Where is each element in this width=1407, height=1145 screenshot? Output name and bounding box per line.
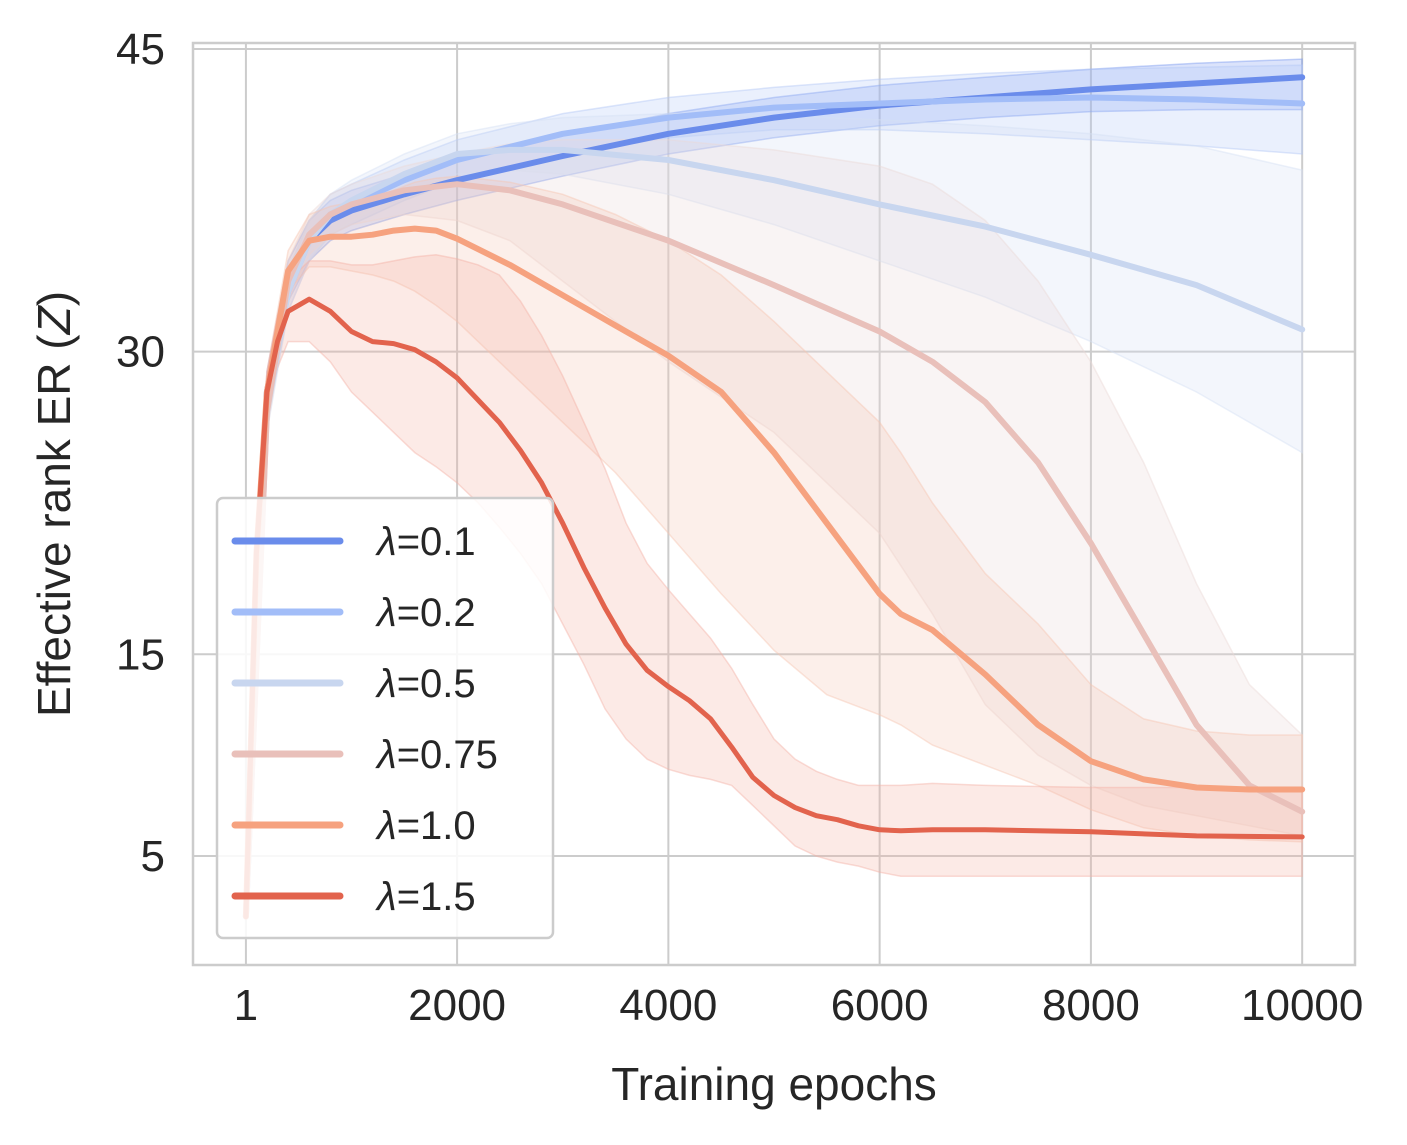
legend-value: =1.5 bbox=[397, 875, 476, 919]
y-axis-title-suffix: ) bbox=[28, 291, 80, 306]
line-series-3 bbox=[242, 181, 1306, 920]
legend-value: =1.0 bbox=[397, 804, 476, 848]
x-tick-label: 6000 bbox=[831, 981, 929, 1030]
x-tick-label: 4000 bbox=[619, 981, 717, 1030]
y-tick-label: 5 bbox=[141, 832, 165, 881]
x-tick-label: 1 bbox=[234, 981, 258, 1030]
legend-lambda-symbol: λ bbox=[375, 591, 397, 635]
y-axis-title-prefix: Effective rank ER ( bbox=[28, 334, 80, 717]
x-tick-label: 10000 bbox=[1241, 981, 1363, 1030]
legend-value: =0.5 bbox=[397, 662, 476, 706]
legend-lambda-symbol: λ bbox=[375, 804, 397, 848]
legend-label: λ=1.5 bbox=[375, 875, 476, 919]
y-tick-label: 15 bbox=[116, 630, 165, 679]
band-series-1 bbox=[245, 64, 1303, 917]
x-tick-label: 2000 bbox=[408, 981, 506, 1030]
legend-label: λ=0.1 bbox=[375, 520, 476, 564]
band-series-2 bbox=[245, 112, 1303, 917]
legend-label: λ=0.75 bbox=[375, 733, 498, 777]
legend: λ=0.1λ=0.2λ=0.5λ=0.75λ=1.0λ=1.5 bbox=[215, 496, 555, 940]
y-tick-label: 30 bbox=[116, 328, 165, 377]
legend-value: =0.75 bbox=[397, 733, 498, 777]
y-axis-title-variable: Z bbox=[28, 304, 80, 335]
line-series-4 bbox=[242, 225, 1306, 920]
tick-labels: 1 2000 4000 6000 8000 10000 5 15 30 45 bbox=[116, 25, 1363, 1030]
band-series-5 bbox=[245, 254, 1303, 917]
legend-lambda-symbol: λ bbox=[375, 733, 397, 777]
legend-lambda-symbol: λ bbox=[375, 520, 397, 564]
legend-lambda-symbol: λ bbox=[375, 662, 397, 706]
legend-label: λ=0.2 bbox=[375, 591, 476, 635]
legend-value: =0.2 bbox=[397, 591, 476, 635]
band-series-0 bbox=[245, 58, 1303, 917]
legend-label: λ=0.5 bbox=[375, 662, 476, 706]
y-tick-label: 45 bbox=[116, 25, 165, 74]
x-tick-label: 8000 bbox=[1042, 981, 1140, 1030]
line-series-2 bbox=[242, 146, 1306, 920]
legend-box bbox=[215, 496, 555, 940]
y-axis-title: Effective rank ER (Z) bbox=[28, 291, 80, 717]
legend-value: =0.1 bbox=[397, 520, 476, 564]
line-series-5 bbox=[243, 296, 1305, 920]
x-axis-title: Training epochs bbox=[611, 1058, 937, 1110]
plot-frame bbox=[191, 41, 1357, 967]
legend-lambda-symbol: λ bbox=[375, 875, 397, 919]
series-lines bbox=[242, 74, 1306, 920]
legend-label: λ=1.0 bbox=[375, 804, 476, 848]
